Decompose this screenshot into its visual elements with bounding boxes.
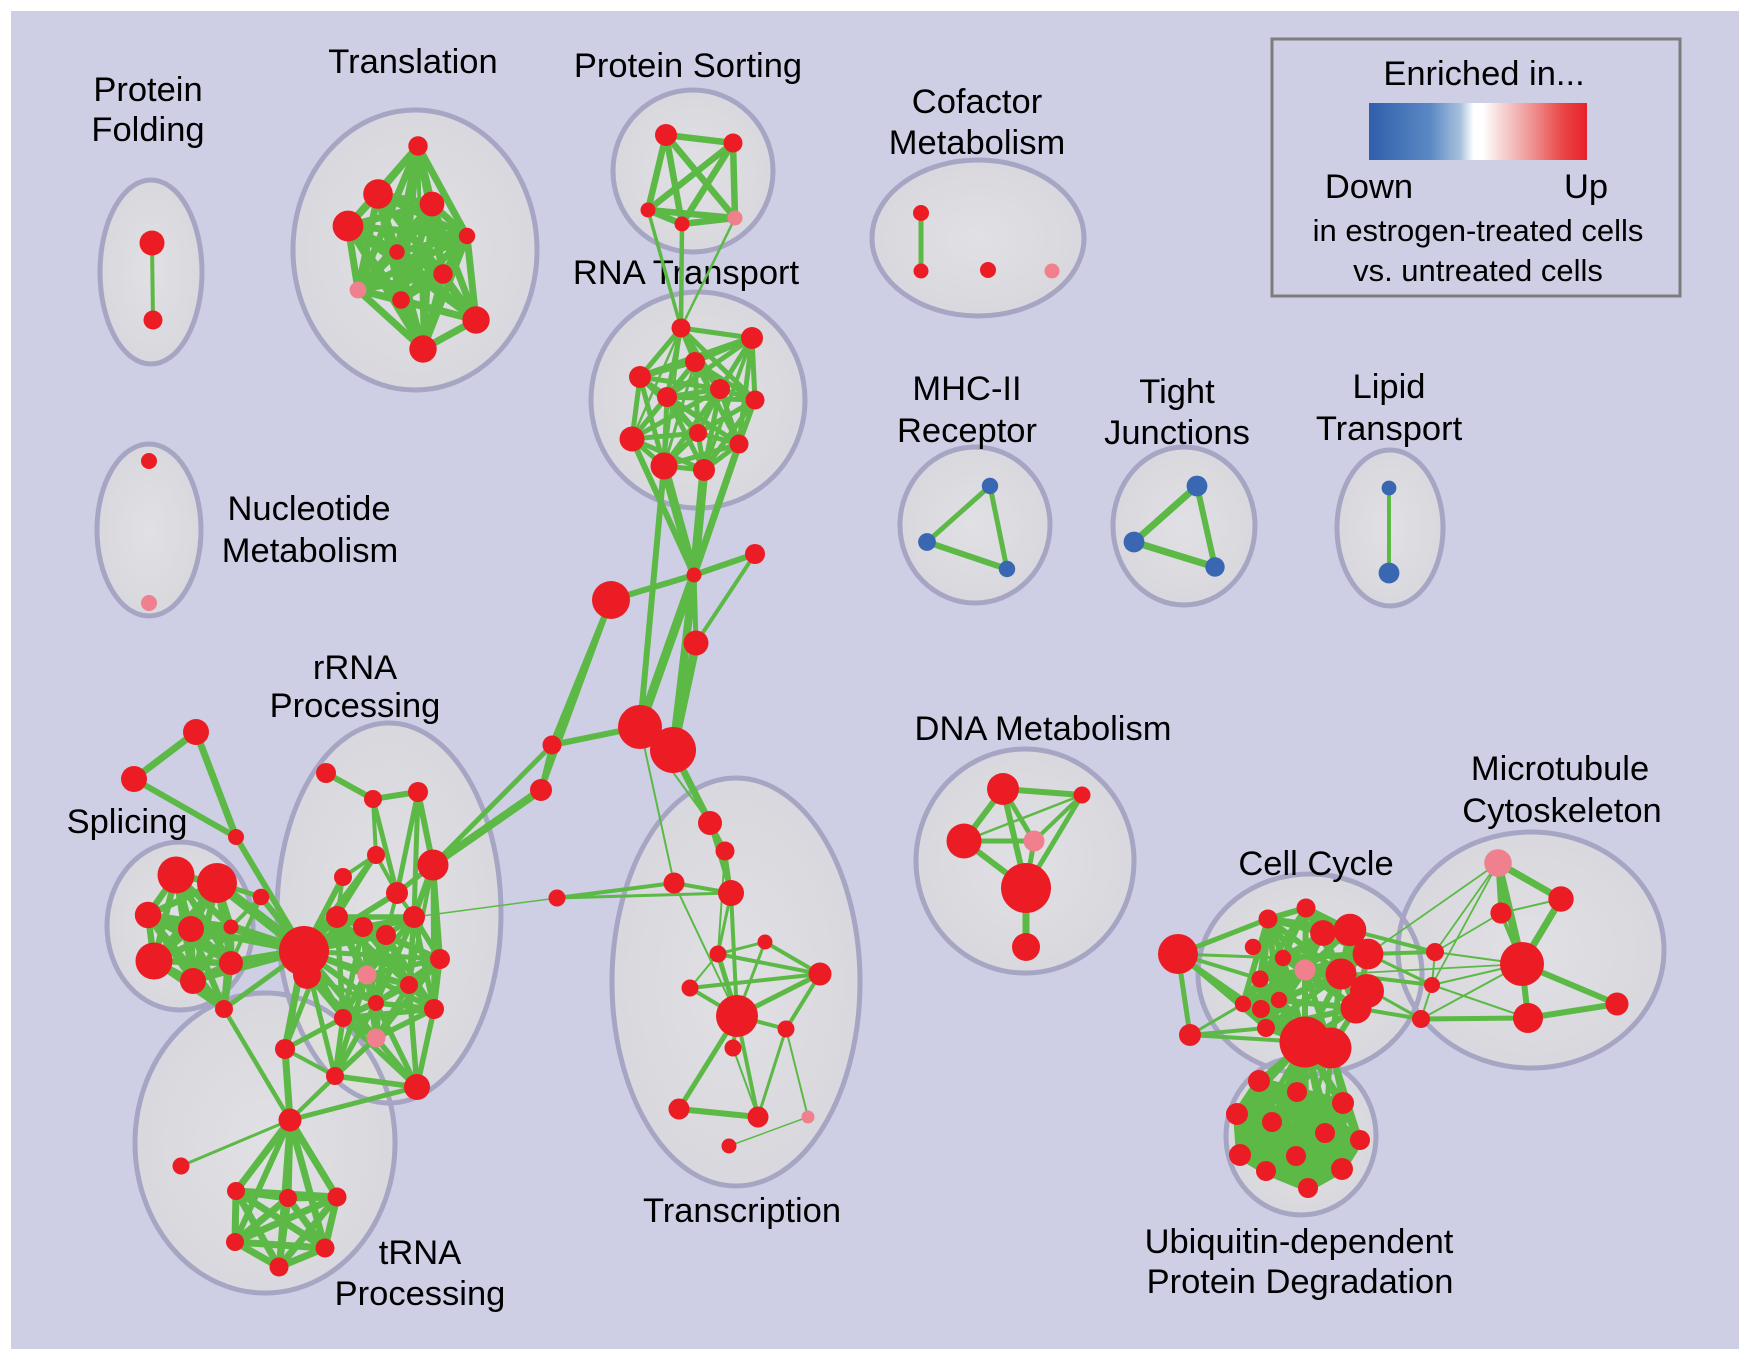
- svg-text:Junctions: Junctions: [1104, 414, 1250, 452]
- svg-text:Receptor: Receptor: [897, 412, 1037, 450]
- svg-text:Enriched in...: Enriched in...: [1383, 55, 1584, 93]
- svg-text:DNA Metabolism: DNA Metabolism: [915, 710, 1172, 748]
- svg-text:Protein Sorting: Protein Sorting: [574, 47, 802, 85]
- svg-text:Up: Up: [1564, 168, 1608, 206]
- svg-text:Cytoskeleton: Cytoskeleton: [1462, 792, 1661, 830]
- svg-text:Cell Cycle: Cell Cycle: [1238, 845, 1393, 883]
- svg-text:RNA Transport: RNA Transport: [573, 254, 800, 292]
- svg-text:Cofactor: Cofactor: [912, 83, 1042, 121]
- svg-text:rRNA: rRNA: [313, 649, 397, 687]
- svg-text:Tight: Tight: [1139, 373, 1215, 411]
- svg-text:Nucleotide: Nucleotide: [227, 490, 390, 528]
- svg-text:Down: Down: [1325, 168, 1413, 206]
- svg-text:MHC-II: MHC-II: [912, 370, 1021, 408]
- svg-text:tRNA: tRNA: [379, 1234, 461, 1272]
- svg-text:Splicing: Splicing: [67, 803, 188, 841]
- svg-text:Transport: Transport: [1316, 410, 1463, 448]
- svg-text:Processing: Processing: [270, 687, 441, 725]
- svg-text:Transcription: Transcription: [643, 1192, 841, 1230]
- svg-text:Translation: Translation: [328, 43, 497, 81]
- svg-text:in estrogen-treated cells: in estrogen-treated cells: [1313, 213, 1644, 248]
- svg-text:Protein Degradation: Protein Degradation: [1147, 1263, 1454, 1301]
- svg-text:vs. untreated cells: vs. untreated cells: [1353, 253, 1603, 288]
- svg-text:Protein: Protein: [93, 71, 202, 109]
- svg-text:Lipid: Lipid: [1353, 368, 1426, 406]
- svg-text:Microtubule: Microtubule: [1471, 750, 1649, 788]
- svg-text:Metabolism: Metabolism: [222, 532, 398, 570]
- svg-text:Ubiquitin-dependent: Ubiquitin-dependent: [1145, 1223, 1454, 1261]
- svg-text:Folding: Folding: [91, 111, 204, 149]
- svg-text:Processing: Processing: [335, 1275, 506, 1313]
- svg-text:Metabolism: Metabolism: [889, 124, 1065, 162]
